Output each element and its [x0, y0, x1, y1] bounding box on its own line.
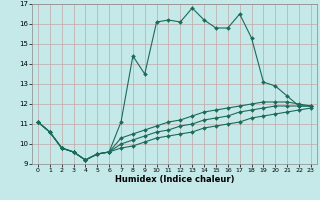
X-axis label: Humidex (Indice chaleur): Humidex (Indice chaleur) [115, 175, 234, 184]
